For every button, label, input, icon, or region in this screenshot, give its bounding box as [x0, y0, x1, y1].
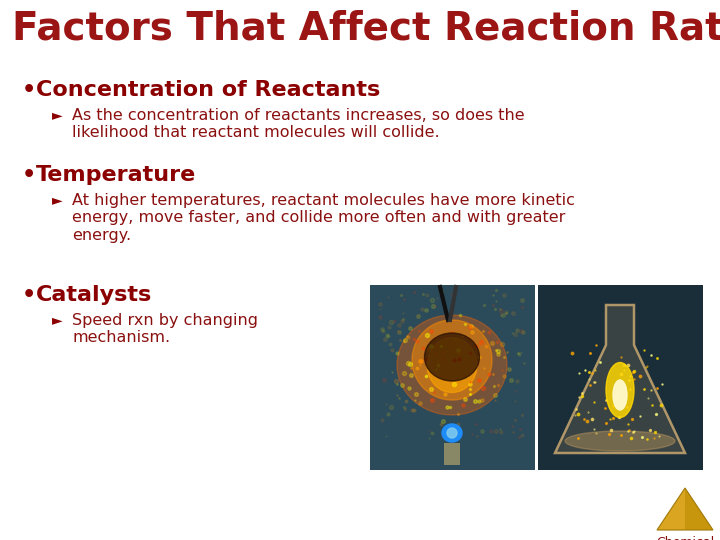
Text: ►: ►	[52, 193, 63, 207]
Text: •: •	[22, 165, 36, 185]
Ellipse shape	[397, 315, 507, 415]
Text: Speed rxn by changing
mechanism.: Speed rxn by changing mechanism.	[72, 313, 258, 346]
Text: •: •	[22, 80, 36, 100]
FancyBboxPatch shape	[538, 285, 703, 470]
Text: Chemical
Kinetics: Chemical Kinetics	[656, 536, 714, 540]
Polygon shape	[685, 488, 713, 530]
Ellipse shape	[412, 320, 492, 400]
Text: Concentration of Reactants: Concentration of Reactants	[36, 80, 380, 100]
Polygon shape	[555, 305, 685, 453]
Text: ►: ►	[52, 108, 63, 122]
Polygon shape	[657, 488, 685, 530]
Ellipse shape	[565, 431, 675, 451]
Text: Temperature: Temperature	[36, 165, 197, 185]
FancyBboxPatch shape	[444, 443, 460, 465]
Text: •: •	[22, 285, 36, 305]
Text: At higher temperatures, reactant molecules have more kinetic
energy, move faster: At higher temperatures, reactant molecul…	[72, 193, 575, 243]
Ellipse shape	[606, 362, 634, 417]
Ellipse shape	[427, 338, 477, 393]
FancyBboxPatch shape	[370, 285, 535, 470]
Ellipse shape	[442, 424, 462, 442]
Text: ►: ►	[52, 313, 63, 327]
Text: Factors That Affect Reaction Rates: Factors That Affect Reaction Rates	[12, 10, 720, 48]
Ellipse shape	[613, 380, 627, 410]
Text: Catalysts: Catalysts	[36, 285, 152, 305]
Text: As the concentration of reactants increases, so does the
likelihood that reactan: As the concentration of reactants increa…	[72, 108, 525, 140]
Ellipse shape	[447, 428, 457, 438]
Ellipse shape	[425, 333, 480, 381]
